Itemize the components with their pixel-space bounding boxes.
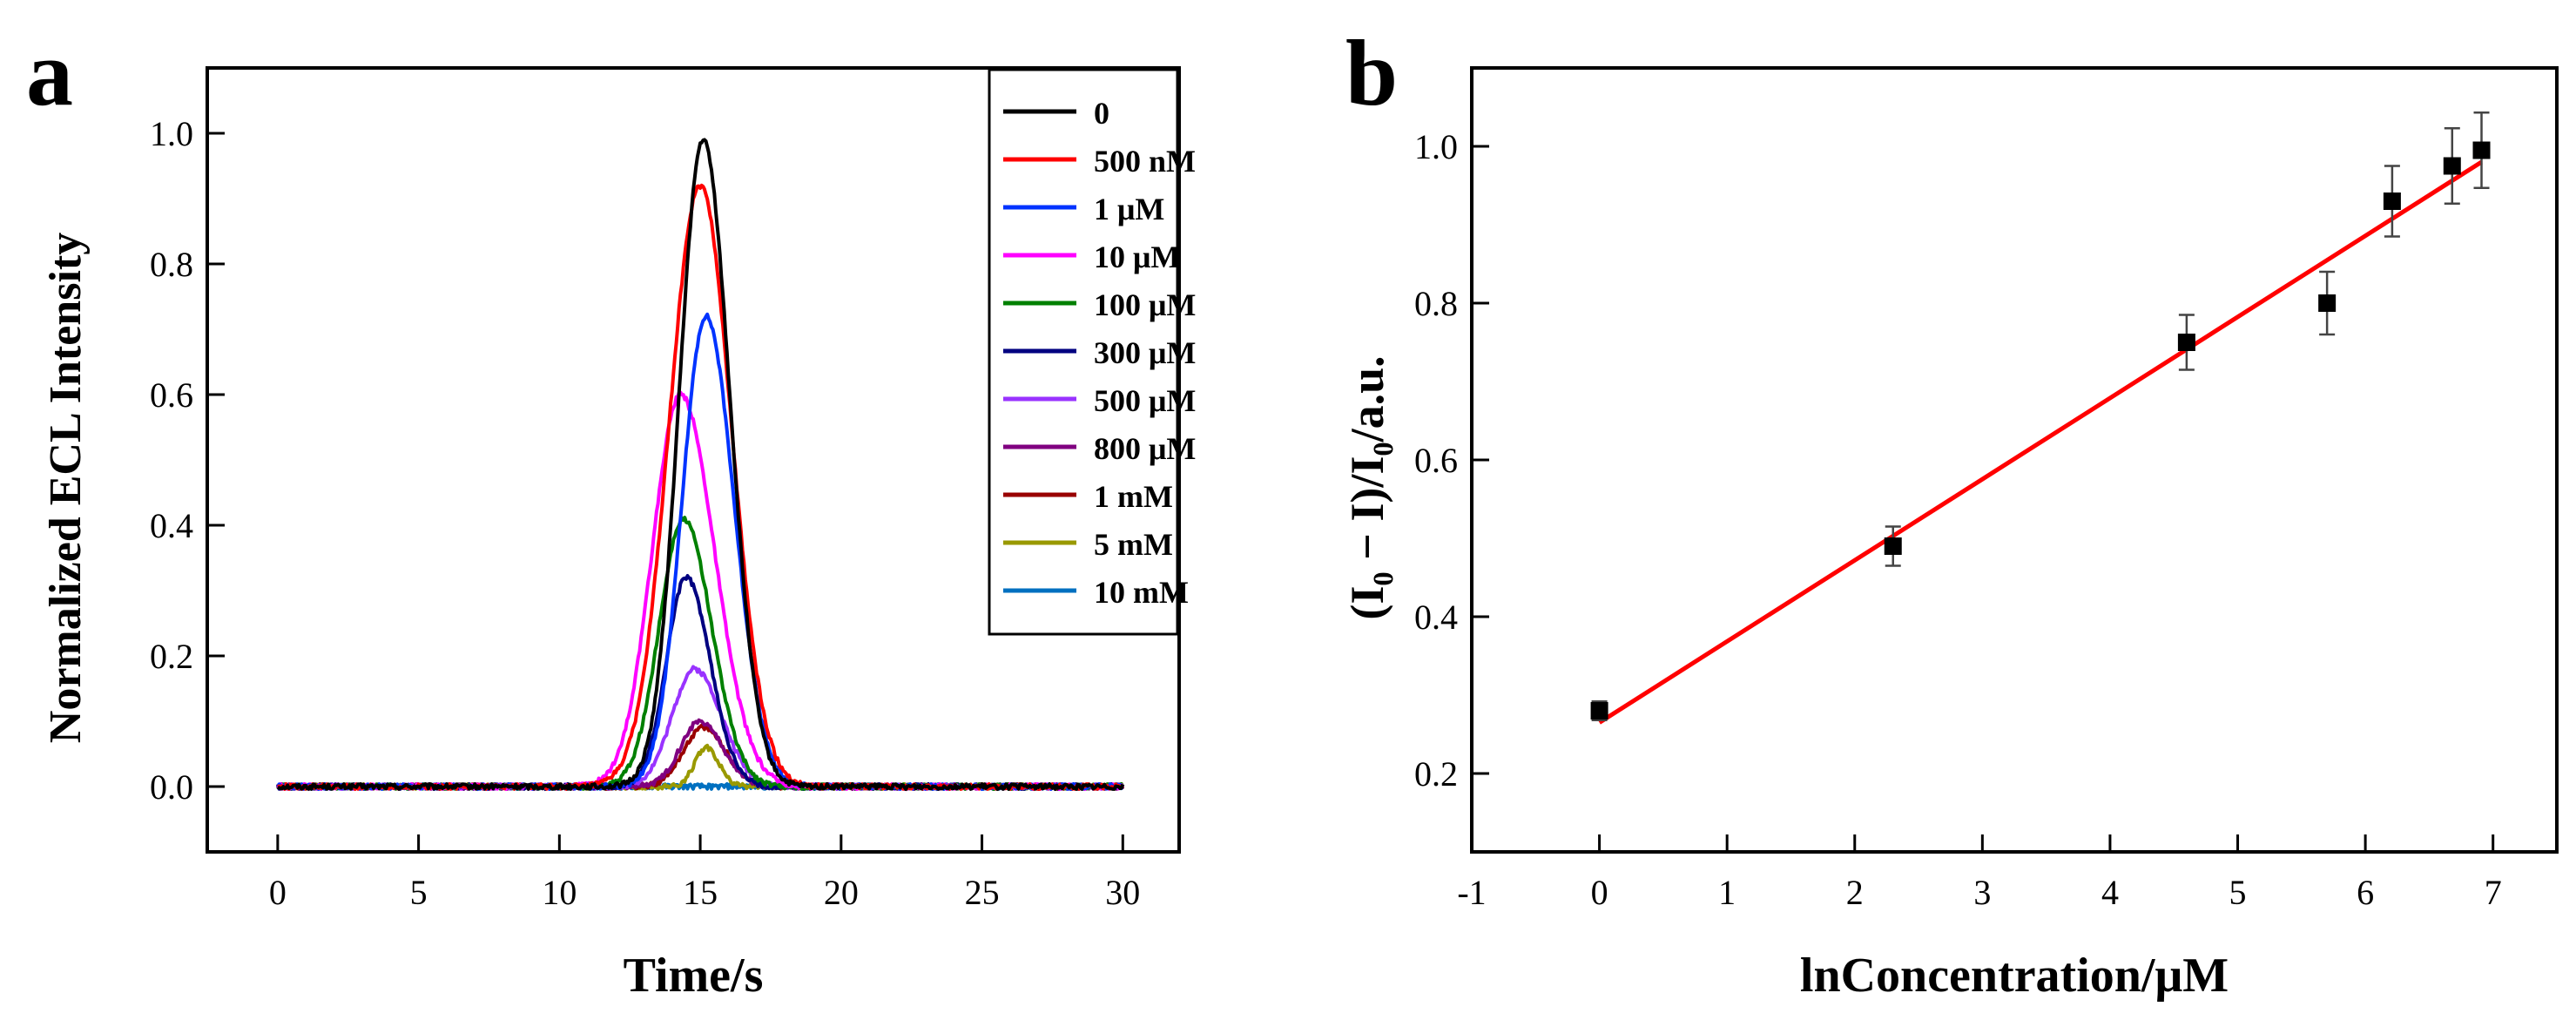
- legend-label-800-m: 800 μM: [1094, 431, 1196, 466]
- panel-a-letter: a: [26, 22, 73, 125]
- panel-a-plot-area: [275, 138, 1125, 791]
- panel-b: b -1 0 1 2 3 4 5 6 7 0.2 0.4 0.6 0.8 1.0 lnConcentra…: [1341, 22, 2559, 1003]
- data-point: [1884, 537, 1902, 555]
- panel-a-y-tick-label: 1.0: [150, 114, 193, 153]
- panel-b-y-tick-label: 0.4: [1414, 598, 1458, 637]
- panel-b-y-tick-label: 0.6: [1414, 441, 1458, 480]
- panel-a-x-tick-label: 10: [542, 873, 577, 912]
- legend-label-1-m: 1 μM: [1094, 192, 1164, 226]
- legend-label-5-mm: 5 mM: [1094, 527, 1173, 562]
- panel-b-letter: b: [1345, 22, 1398, 125]
- panel-b-x-tick-label: 1: [1718, 873, 1736, 912]
- data-point: [2383, 193, 2401, 210]
- legend-label-100-m: 100 μM: [1094, 287, 1196, 322]
- panel-b-x-ticks: -1 0 1 2 3 4 5 6 7: [1457, 834, 2502, 912]
- panel-b-x-tick-label: 2: [1846, 873, 1864, 912]
- series-line-1-mm: [275, 723, 1125, 791]
- panel-a: a 0 5 10 15 20 25 30 0.0 0.2 0.4 0.6 0.8 1.0 Time/s…: [26, 22, 1196, 1003]
- panel-a-y-tick-label: 0.6: [150, 375, 193, 415]
- panel-b-y-axis-title: (I₀ − I)/I₀/a.u.: [1341, 355, 1393, 619]
- panel-a-x-tick-label: 30: [1105, 873, 1140, 912]
- panel-a-x-tick-label: 0: [269, 873, 287, 912]
- panel-b-x-tick-label: 5: [2229, 873, 2247, 912]
- panel-a-y-tick-label: 0.0: [150, 767, 193, 807]
- panel-a-x-tick-label: 5: [410, 873, 428, 912]
- data-point: [1590, 702, 1608, 719]
- panel-b-y-tick-label: 0.2: [1414, 754, 1458, 794]
- legend-label-10-m: 10 μM: [1094, 240, 1180, 274]
- panel-a-x-tick-label: 20: [824, 873, 859, 912]
- panel-b-x-tick-label: 0: [1591, 873, 1608, 912]
- data-point: [2443, 157, 2461, 175]
- data-point: [2472, 141, 2491, 159]
- panel-b-x-tick-label: 4: [2101, 873, 2119, 912]
- panel-a-y-tick-label: 0.2: [150, 637, 193, 676]
- panel-b-x-axis-title: lnConcentration/μM: [1800, 949, 2229, 1003]
- panel-a-x-tick-label: 25: [965, 873, 1000, 912]
- legend-label-0: 0: [1094, 96, 1109, 131]
- legend-label-300-m: 300 μM: [1094, 335, 1196, 370]
- data-point: [2177, 334, 2195, 351]
- legend-label-1-mm: 1 mM: [1094, 479, 1173, 514]
- panel-a-x-axis-title: Time/s: [624, 949, 764, 1003]
- panel-a-y-tick-label: 0.8: [150, 245, 193, 284]
- panel-b-plot-area: [1590, 111, 2491, 725]
- panel-b-y-tick-label: 1.0: [1414, 127, 1458, 166]
- panel-b-y-ticks: 0.2 0.4 0.6 0.8 1.0: [1414, 127, 1489, 794]
- legend-label-500-m: 500 μM: [1094, 383, 1196, 418]
- panel-b-x-tick-label: 7: [2485, 873, 2502, 912]
- panel-a-frame: [206, 66, 1181, 854]
- panel-a-legend: 0 500 nM 1 μM 10 μM 100 μM 300 μM 500 μM 800 μM…: [988, 68, 1196, 636]
- panel-a-y-ticks: 0.0 0.2 0.4 0.6 0.8 1.0: [150, 114, 225, 807]
- panel-b-x-tick-label: 6: [2357, 873, 2374, 912]
- panel-b-x-tick-label: 3: [1973, 873, 1991, 912]
- fit-line: [1598, 159, 2483, 725]
- panel-a-y-tick-label: 0.4: [150, 506, 193, 545]
- panel-a-x-ticks: 0 5 10 15 20 25 30: [269, 834, 1140, 912]
- series-line-0: [276, 138, 1125, 791]
- panel-a-x-tick-label: 15: [683, 873, 718, 912]
- data-point: [2318, 294, 2337, 312]
- panel-a-y-axis-title: Normalized ECL Intensity: [41, 233, 91, 743]
- panel-b-x-tick-label: -1: [1457, 873, 1486, 912]
- legend-label-500-nm: 500 nM: [1094, 144, 1196, 179]
- panel-b-y-tick-label: 0.8: [1414, 284, 1458, 323]
- legend-label-10-mm: 10 mM: [1094, 575, 1189, 610]
